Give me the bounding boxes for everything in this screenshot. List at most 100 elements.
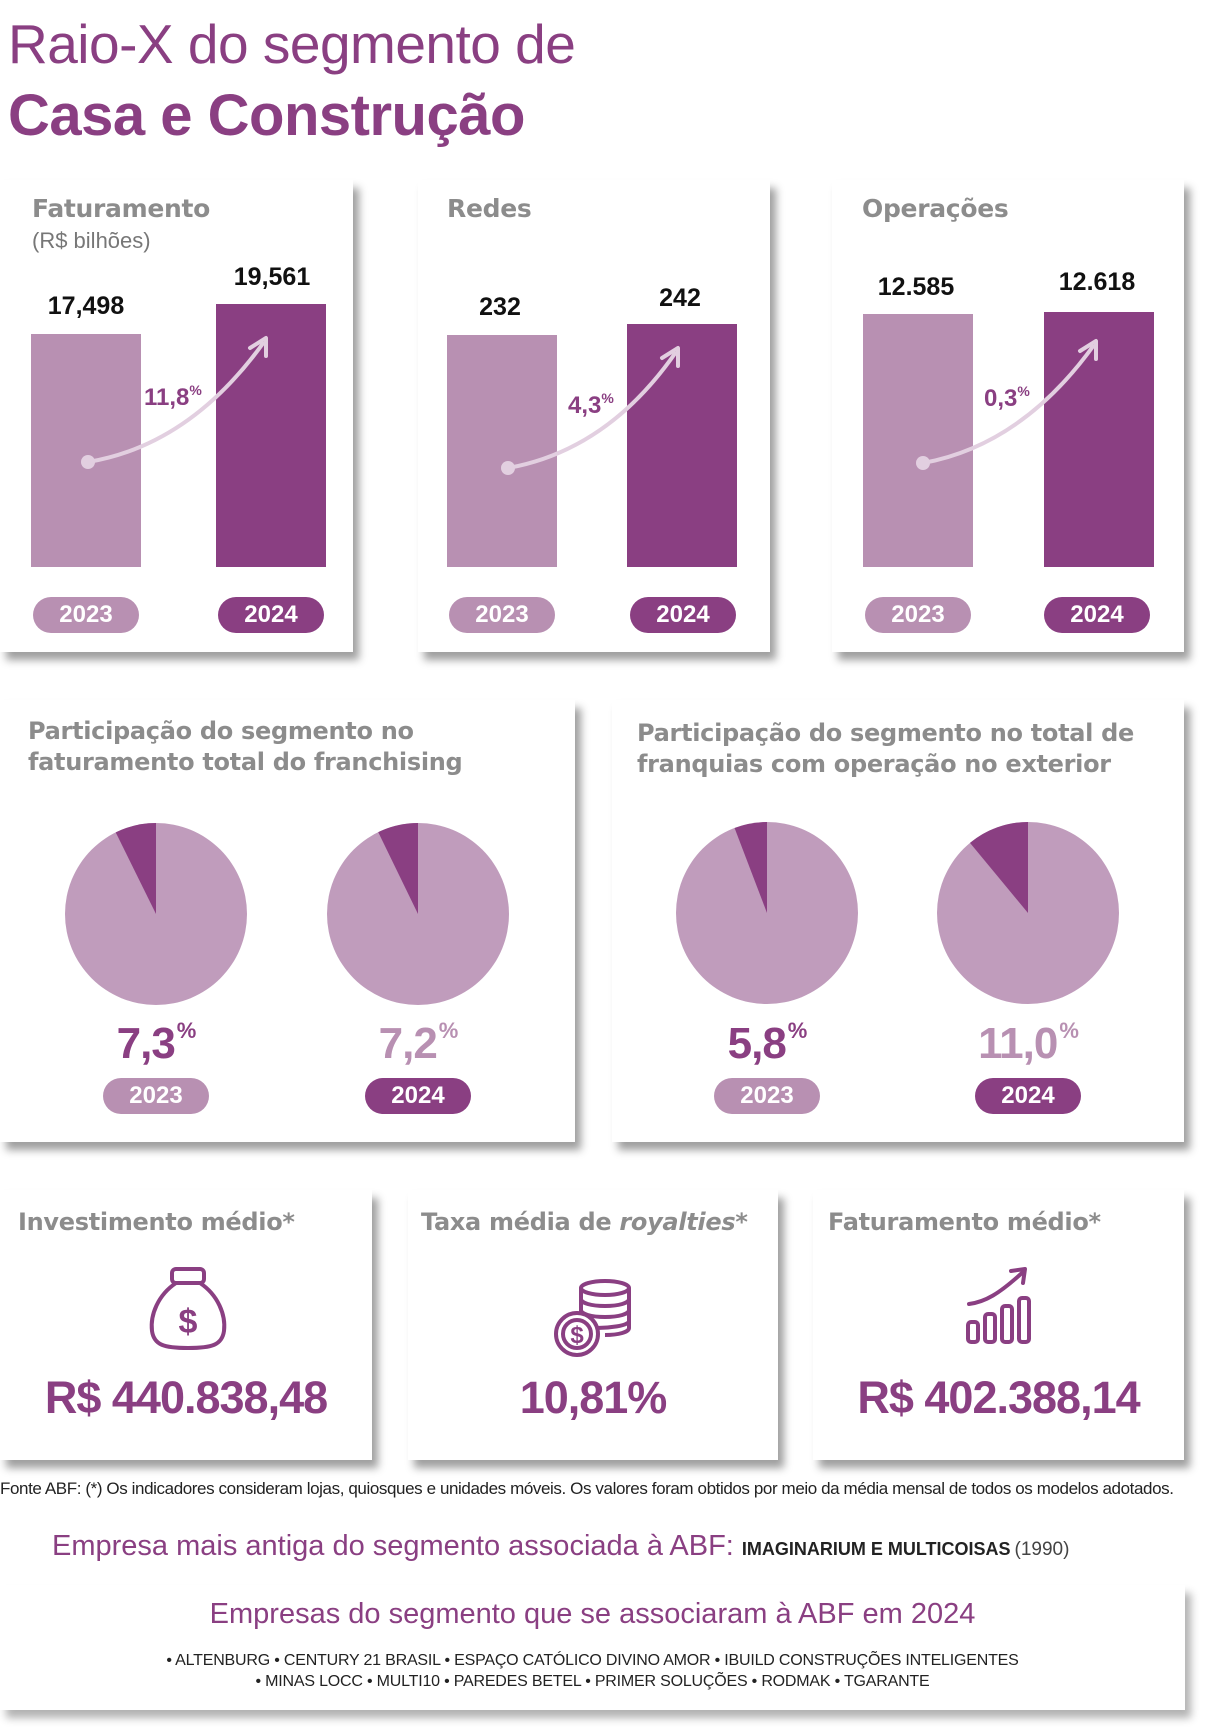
kpi-title: Investimento médio* bbox=[18, 1208, 295, 1236]
bar-2023 bbox=[863, 314, 973, 567]
pie-2024 bbox=[937, 822, 1119, 1004]
year-pill-2024: 2024 bbox=[630, 597, 736, 633]
kpi-title-suffix: * bbox=[735, 1208, 748, 1236]
joined-companies-title: Empresas do segmento que se associaram à… bbox=[209, 1598, 976, 1630]
growth-arrow bbox=[916, 339, 1098, 470]
growth-chart-icon bbox=[966, 1267, 1031, 1344]
kpi-value: R$ 402.388,14 bbox=[857, 1372, 1140, 1423]
bar-value-2024: 19,561 bbox=[233, 263, 311, 291]
money-bag-icon: $ bbox=[149, 1267, 227, 1350]
pct-value: 11,0 bbox=[978, 1019, 1058, 1068]
pct-2024: 11,0% bbox=[928, 1018, 1128, 1069]
bar-card-title: Operações bbox=[862, 194, 1009, 223]
pie-segment-slice bbox=[378, 823, 418, 914]
kpi-title-italic: royalties bbox=[619, 1208, 736, 1236]
growth-label: 11,8% bbox=[144, 382, 202, 412]
svg-text:$: $ bbox=[179, 1303, 198, 1341]
pct-unit: % bbox=[438, 1018, 459, 1043]
growth-arrow bbox=[81, 336, 268, 469]
pie-2024 bbox=[327, 823, 509, 1005]
pct-unit: % bbox=[787, 1018, 808, 1043]
bar-card-redes: Redes 232 242 4,3% 2023 2024 bbox=[418, 180, 770, 652]
pie-card-title-line1: Participação do segmento no bbox=[28, 717, 414, 745]
bar-card-faturamento: Faturamento (R$ bilhões) 17,498 19,561 1… bbox=[0, 180, 353, 652]
kpi-card-royalties: Taxa média de royalties* $ 10,81% bbox=[408, 1190, 778, 1460]
bar-value-2023: 12.585 bbox=[877, 273, 955, 301]
coins-stack-icon: $ bbox=[554, 1279, 631, 1357]
growth-value: 0,3 bbox=[984, 385, 1018, 412]
oldest-company-name: IMAGINARIUM E MULTICOISAS bbox=[741, 1539, 1011, 1559]
growth-value: 11,8 bbox=[144, 384, 190, 411]
pie-2023 bbox=[65, 823, 247, 1005]
bar-2023 bbox=[447, 335, 557, 567]
svg-text:$: $ bbox=[570, 1322, 584, 1349]
growth-arrow bbox=[501, 346, 680, 475]
pie-segment-slice bbox=[734, 822, 767, 913]
year-pill-2024: 2024 bbox=[1044, 597, 1150, 633]
bar-card-subtitle: (R$ bilhões) bbox=[32, 228, 151, 253]
joined-companies-card bbox=[0, 1585, 1185, 1710]
joined-companies-line2: • MINAS LOCC • MULTI10 • PAREDES BETEL •… bbox=[255, 1673, 930, 1690]
kpi-card-investimento: Investimento médio* $ R$ 440.838,48 bbox=[0, 1190, 372, 1460]
bar-value-2024: 242 bbox=[659, 284, 701, 312]
pie-card-title: Participação do segmento no total de fra… bbox=[637, 718, 1134, 780]
bar-card-title: Redes bbox=[447, 194, 532, 223]
oldest-company-label: Empresa mais antiga do segmento associad… bbox=[52, 1530, 734, 1562]
pct-2023: 7,3% bbox=[56, 1018, 256, 1069]
year-pill-2024: 2024 bbox=[975, 1078, 1081, 1114]
bar-value-2024: 12.618 bbox=[1058, 268, 1136, 296]
year-pill-2024: 2024 bbox=[218, 597, 324, 633]
kpi-value: 10,81% bbox=[519, 1372, 668, 1423]
year-pill-2023: 2023 bbox=[103, 1078, 209, 1114]
pie-card-operacao-exterior: Participação do segmento no total de fra… bbox=[612, 700, 1184, 1142]
bar-value-2023: 232 bbox=[479, 293, 521, 321]
pct-2024: 7,2% bbox=[318, 1018, 518, 1069]
pct-value: 7,2 bbox=[378, 1019, 438, 1068]
growth-value: 4,3 bbox=[568, 392, 602, 419]
pie-card-faturamento-franchising: Participação do segmento no faturamento … bbox=[0, 700, 575, 1142]
kpi-title-text: Faturamento médio bbox=[828, 1208, 1089, 1236]
oldest-company-year: (1990) bbox=[1014, 1539, 1070, 1560]
kpi-title: Taxa média de royalties* bbox=[421, 1208, 748, 1236]
growth-unit: % bbox=[601, 390, 614, 406]
page-title-line1: Raio-X do segmento de bbox=[8, 13, 576, 75]
oldest-company: Empresa mais antiga do segmento associad… bbox=[52, 1530, 1069, 1563]
kpi-title: Faturamento médio* bbox=[828, 1208, 1101, 1236]
pie-card-title-line1: Participação do segmento no total de bbox=[637, 719, 1135, 747]
growth-unit: % bbox=[1017, 383, 1030, 399]
growth-label: 4,3% bbox=[568, 390, 614, 420]
bar-2024 bbox=[1044, 312, 1154, 567]
source-footnote: Fonte ABF: (*) Os indicadores consideram… bbox=[0, 1479, 1174, 1498]
year-pill-2023: 2023 bbox=[449, 597, 555, 633]
page-title-line2: Casa e Construção bbox=[8, 83, 525, 148]
year-pill-2023: 2023 bbox=[865, 597, 971, 633]
pie-card-title-line2: franquias com operação no exterior bbox=[637, 750, 1111, 778]
pct-value: 7,3 bbox=[116, 1019, 176, 1068]
pie-2023 bbox=[676, 822, 858, 1004]
joined-companies-line1: • ALTENBURG • CENTURY 21 BRASIL • ESPAÇO… bbox=[166, 1652, 1019, 1669]
growth-unit: % bbox=[189, 382, 202, 398]
bar-2024 bbox=[216, 304, 326, 567]
pie-segment-slice bbox=[969, 822, 1028, 913]
bar-card-title: Faturamento bbox=[32, 194, 211, 223]
pct-value: 5,8 bbox=[727, 1019, 787, 1068]
kpi-title-prefix: Taxa média de bbox=[421, 1208, 620, 1236]
kpi-value: R$ 440.838,48 bbox=[44, 1372, 328, 1423]
bar-2024 bbox=[627, 324, 737, 567]
pct-2023: 5,8% bbox=[667, 1018, 867, 1069]
pct-unit: % bbox=[176, 1018, 197, 1043]
bar-value-2023: 17,498 bbox=[47, 292, 125, 320]
kpi-title-text: Investimento médio bbox=[18, 1208, 283, 1236]
bar-2023 bbox=[31, 334, 141, 567]
year-pill-2024: 2024 bbox=[365, 1078, 471, 1114]
bar-card-operacoes: Operações 12.585 12.618 0,3% 2023 2024 bbox=[832, 180, 1184, 652]
pct-unit: % bbox=[1059, 1018, 1079, 1043]
year-pill-2023: 2023 bbox=[714, 1078, 820, 1114]
growth-label: 0,3% bbox=[984, 383, 1030, 413]
pie-card-title-line2: faturamento total do franchising bbox=[28, 748, 463, 776]
year-pill-2023: 2023 bbox=[33, 597, 139, 633]
kpi-card-faturamento: Faturamento médio* R$ 402.388,14 bbox=[813, 1190, 1184, 1460]
kpi-title-suffix: * bbox=[1088, 1208, 1102, 1236]
kpi-title-suffix: * bbox=[282, 1208, 295, 1236]
pie-segment-slice bbox=[115, 823, 156, 914]
